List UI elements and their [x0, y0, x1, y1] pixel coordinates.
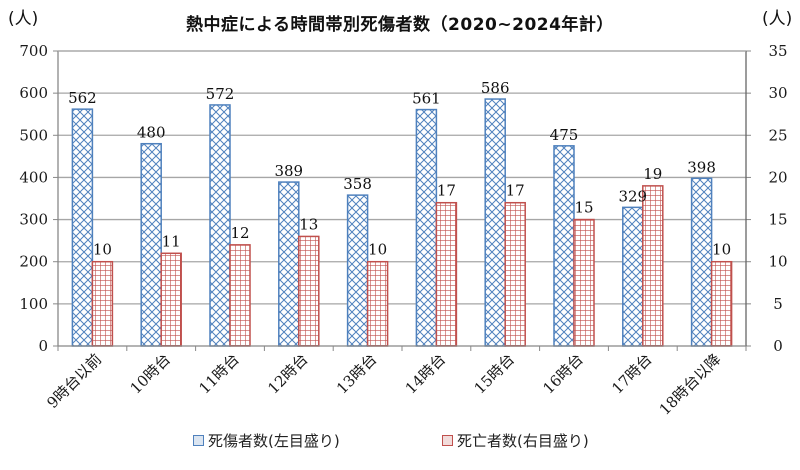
legend-item-injured: 死傷者数(左目盛り): [193, 430, 340, 451]
bars: [71, 98, 733, 347]
bar-injured: [346, 194, 369, 347]
bar-deaths: [160, 252, 182, 347]
category-label: 18時台以降: [656, 350, 725, 419]
category-label: 13時台: [333, 350, 380, 397]
category-label: 14時台: [402, 350, 449, 397]
category-label: 11時台: [195, 350, 242, 397]
chart-title: 熱中症による時間帯別死傷者数（2020~2024年計）: [186, 15, 614, 35]
category-label: 12時台: [264, 350, 311, 397]
bar-value-label: 13: [299, 215, 318, 233]
category-label: 15時台: [471, 350, 518, 397]
bar-value-label: 10: [712, 241, 731, 259]
bar-value-label: 17: [506, 182, 525, 200]
right-axis-tick-label: 25: [768, 126, 787, 144]
bar-value-label: 10: [368, 241, 387, 259]
bar-injured: [415, 108, 438, 347]
bar-value-label: 475: [550, 126, 579, 144]
left-axis-tick-label: 200: [19, 253, 48, 271]
diamond-pattern-swatch-icon: [193, 435, 204, 446]
category-label: 17時台: [608, 350, 655, 397]
bar-value-label: 10: [93, 241, 112, 259]
bar-injured: [71, 108, 94, 347]
right-axis-tick-label: 20: [768, 168, 787, 186]
legend-label-deaths: 死亡者数(右目盛り): [457, 432, 589, 450]
bar-injured: [209, 104, 231, 347]
legend-item-deaths: 死亡者数(右目盛り): [442, 430, 589, 451]
left-axis-tick-label: 0: [38, 337, 48, 355]
bar-value-label: 17: [437, 182, 456, 200]
bar-injured: [690, 177, 713, 347]
bar-injured: [140, 142, 162, 347]
left-axis-tick-label: 300: [19, 211, 48, 229]
bar-injured: [278, 181, 300, 347]
right-axis-tick-label: 35: [768, 42, 787, 60]
bar-deaths: [229, 244, 251, 347]
bar-injured: [622, 206, 644, 347]
category-label: 10時台: [127, 350, 174, 397]
category-label: 16時台: [539, 350, 586, 397]
axes: [53, 50, 751, 351]
bar-value-label: 389: [274, 162, 303, 180]
bar-injured: [484, 98, 506, 347]
bar-value-label: 11: [162, 232, 181, 250]
left-axis-tick-label: 600: [19, 84, 48, 102]
bar-injured: [553, 145, 575, 347]
grid-pattern-swatch-icon: [442, 435, 453, 446]
left-axis-tick-label: 400: [19, 168, 48, 186]
legend-label-injured: 死傷者数(左目盛り): [208, 432, 340, 450]
bar-value-label: 329: [618, 187, 647, 205]
bar-value-label: 358: [343, 175, 372, 193]
bar-value-label: 12: [230, 224, 249, 242]
left-axis-tick-label: 700: [19, 42, 48, 60]
bar-deaths: [573, 218, 595, 347]
bar-deaths: [710, 260, 733, 347]
bar-value-label: 480: [137, 124, 166, 142]
labels: 0 100 200 300 400 500 600 700 0 5 10 15 20 25 30 35 562 1…: [19, 42, 787, 419]
bar-value-label: 572: [206, 85, 235, 103]
bar-deaths: [642, 185, 664, 347]
bar-value-label: 586: [481, 79, 510, 97]
right-axis-tick-label: 5: [773, 295, 783, 313]
bar-deaths: [91, 260, 114, 347]
right-axis-tick-label: 15: [768, 211, 787, 229]
right-axis-tick-label: 0: [773, 337, 783, 355]
bar-deaths: [298, 235, 320, 347]
bar-deaths: [366, 260, 389, 347]
bar-deaths: [435, 201, 458, 347]
category-label: 9時台以前: [43, 350, 105, 412]
bar-value-label: 562: [68, 89, 97, 107]
right-axis-tick-label: 10: [768, 253, 787, 271]
right-axis-unit: (人): [762, 9, 793, 29]
left-axis-tick-label: 100: [19, 295, 48, 313]
left-axis-unit: (人): [8, 9, 39, 29]
bar-deaths: [504, 201, 526, 347]
right-axis-tick-label: 30: [768, 84, 787, 102]
bar-value-label: 398: [687, 158, 716, 176]
bar-value-label: 561: [412, 90, 441, 108]
bar-value-label: 15: [574, 199, 593, 217]
bar-value-label: 19: [643, 165, 662, 183]
left-axis-tick-label: 500: [19, 126, 48, 144]
